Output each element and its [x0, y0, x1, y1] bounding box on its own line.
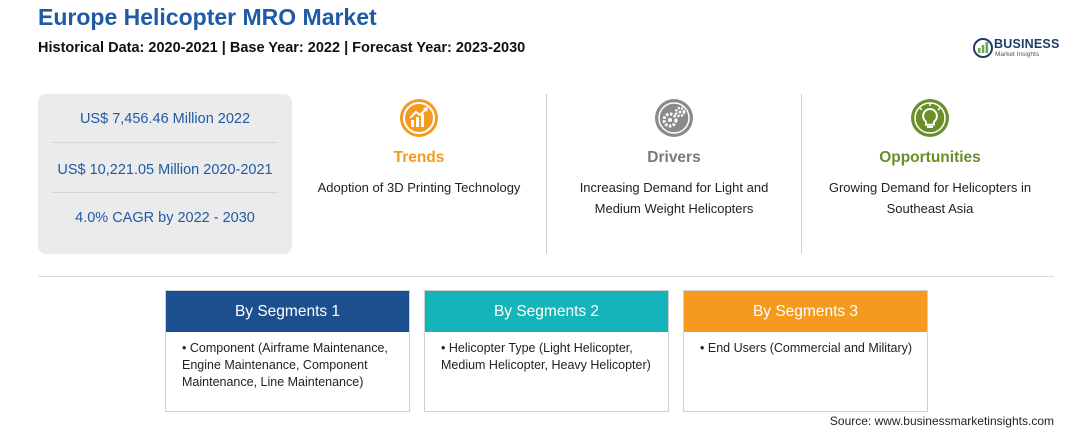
segment-2-item: Helicopter Type (Light Helicopter, Mediu… [441, 341, 651, 372]
column-divider [546, 94, 547, 254]
segment-2-title: By Segments 2 [425, 291, 668, 332]
trends-column: Trends Adoption of 3D Printing Technolog… [300, 94, 538, 254]
column-divider [801, 94, 802, 254]
opportunities-column: Opportunities Growing Demand for Helicop… [810, 94, 1050, 254]
segment-card-3: By Segments 3 • End Users (Commercial an… [683, 290, 928, 412]
logo-brand: BUSINESS [994, 37, 1060, 51]
opportunities-title: Opportunities [879, 149, 981, 166]
segment-1-body: • Component (Airframe Maintenance, Engin… [182, 341, 388, 389]
segment-3-title: By Segments 3 [684, 291, 927, 332]
segment-3-item: End Users (Commercial and Military) [707, 341, 913, 355]
trends-description: Adoption of 3D Printing Technology [317, 180, 521, 195]
key-stats-panel: US$ 7,456.46 Million 2022 US$ 10,221.05 … [38, 94, 292, 254]
source-link[interactable]: Source: www.businessmarketinsights.com [829, 414, 1054, 428]
segment-1-item: Component (Airframe Maintenance, Engine … [182, 341, 388, 389]
trends-title: Trends [393, 149, 445, 166]
stat-market-size-2022: US$ 7,456.46 Million 2022 [79, 111, 251, 127]
drivers-title: Drivers [647, 149, 701, 166]
divider [52, 142, 278, 143]
trend-chart-icon [400, 99, 438, 137]
segment-1-title: By Segments 1 [166, 291, 409, 332]
gears-icon [655, 99, 693, 137]
drivers-column: Drivers Increasing Demand for Light and … [556, 94, 792, 254]
company-logo: BUSINESS Market Insights [972, 36, 1062, 62]
drivers-description: Increasing Demand for Light and Medium W… [579, 180, 769, 216]
logo-mark-icon [973, 38, 993, 58]
divider [52, 192, 278, 193]
stat-market-size-historical: US$ 10,221.05 Million 2020-2021 [57, 162, 273, 178]
segment-2-body: • Helicopter Type (Light Helicopter, Med… [441, 341, 651, 372]
segment-3-body: • End Users (Commercial and Military) [700, 341, 913, 355]
logo-tagline: Market Insights [995, 51, 1040, 58]
stat-cagr: 4.0% CAGR by 2022 - 2030 [75, 210, 255, 226]
segment-card-2: By Segments 2 • Helicopter Type (Light H… [424, 290, 669, 412]
page-subtitle: Historical Data: 2020-2021 | Base Year: … [38, 40, 526, 56]
page-title: Europe Helicopter MRO Market [38, 4, 377, 30]
segment-card-1: By Segments 1 • Component (Airframe Main… [165, 290, 410, 412]
opportunities-description: Growing Demand for Helicopters in Southe… [828, 180, 1032, 216]
lightbulb-icon [911, 99, 949, 137]
section-divider [38, 276, 1054, 277]
